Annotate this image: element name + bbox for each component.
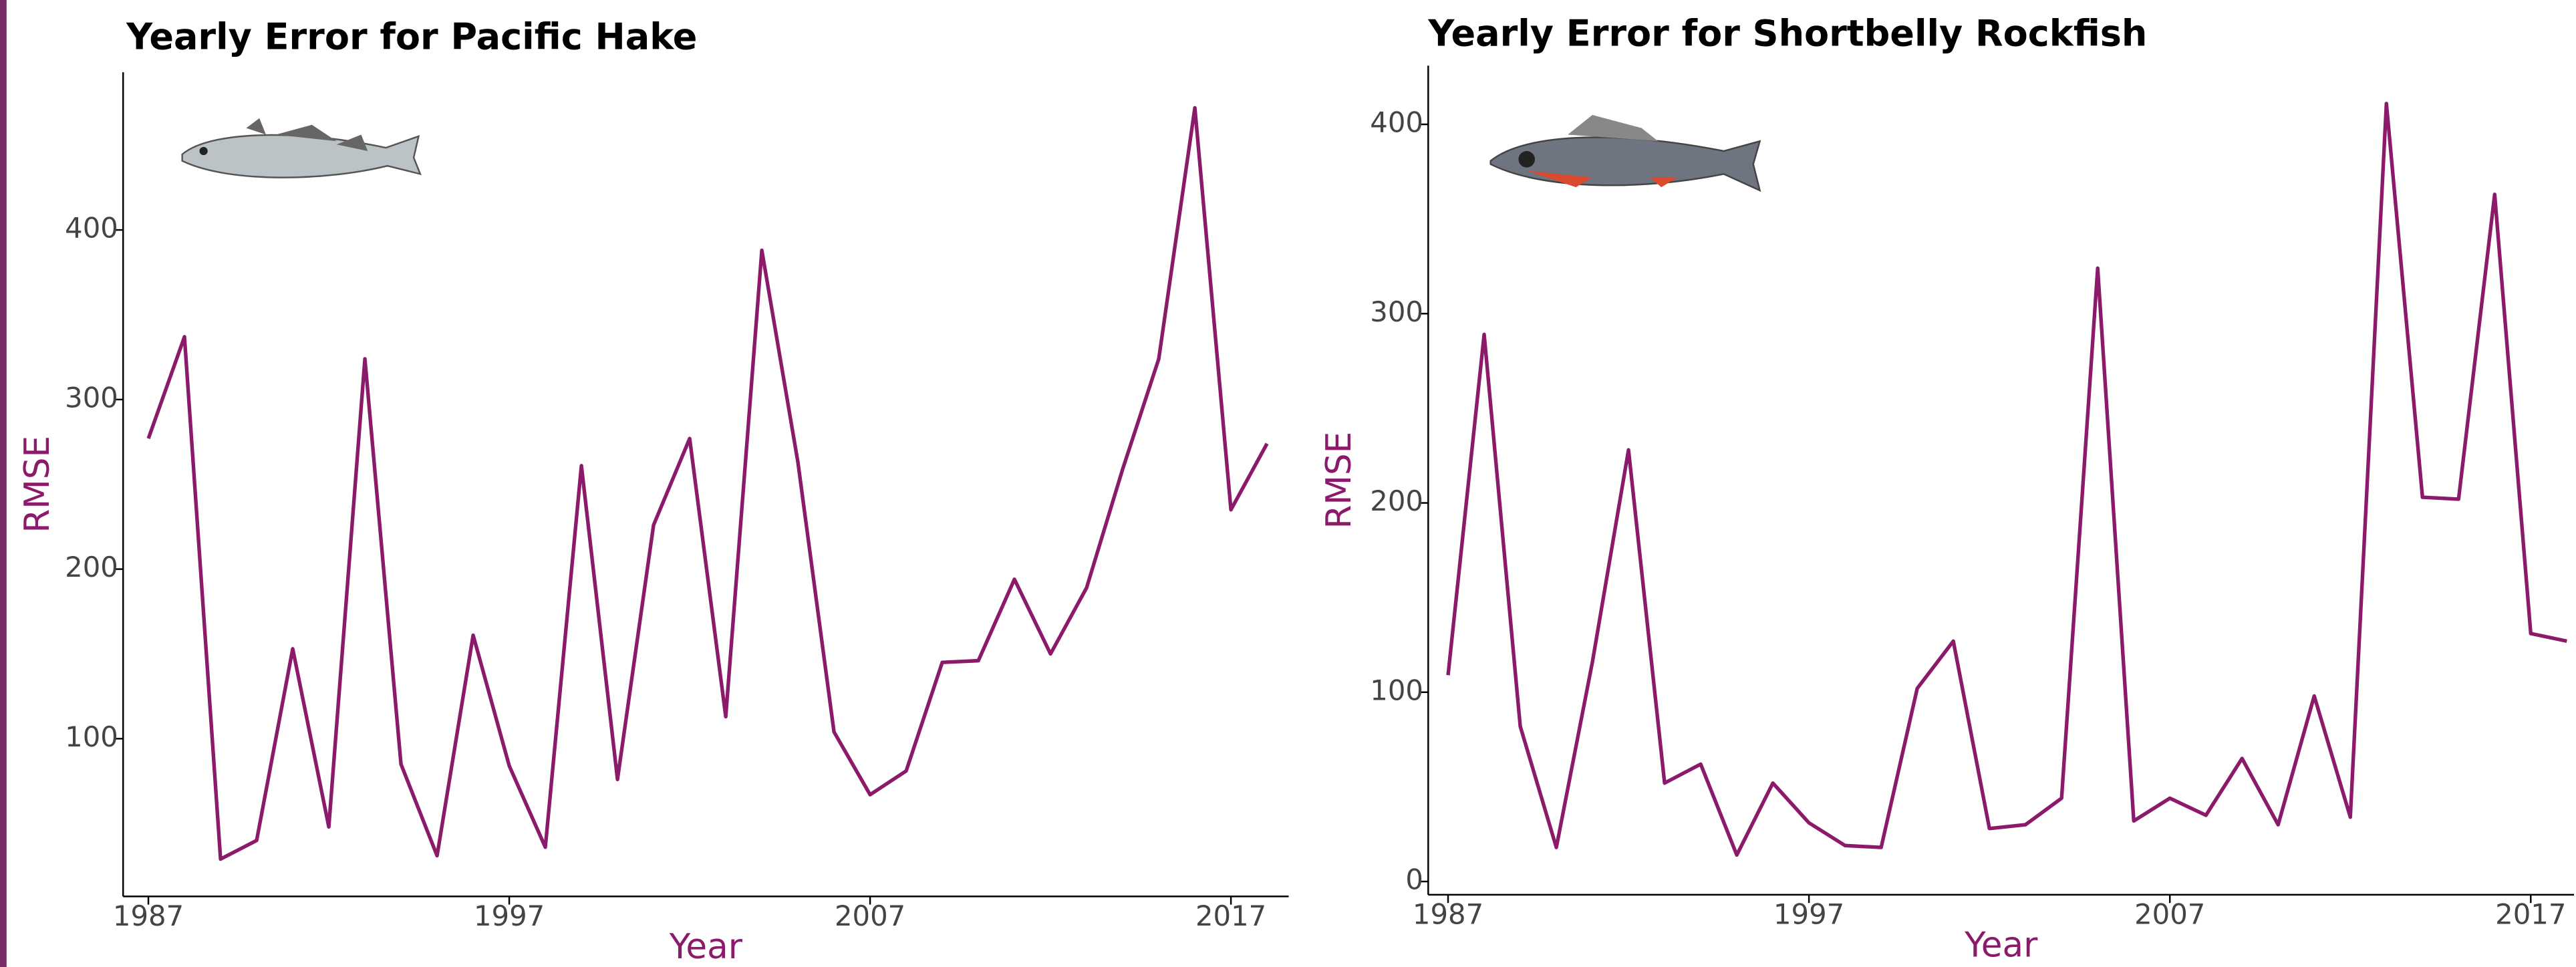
x-tick-label: 2007 (2134, 897, 2205, 930)
x-tick-label: 2007 (835, 900, 905, 932)
y-tick-label: 200 (1370, 485, 1423, 517)
y-tick-label: 100 (65, 720, 118, 753)
x-tick-label: 1987 (1413, 897, 1483, 930)
x-tick-label: 1997 (474, 900, 545, 932)
y-tick-label: 400 (1370, 106, 1423, 139)
chart-title: Yearly Error for Pacific Hake (126, 16, 697, 58)
left-border (0, 0, 7, 967)
x-tick-label: 2017 (2495, 897, 2566, 930)
y-tick-label: 0 (1405, 863, 1423, 896)
rockfish-icon (1489, 114, 1761, 192)
data-line (146, 106, 1269, 861)
y-tick-label: 100 (1370, 674, 1423, 706)
y-tick-label: 300 (1370, 295, 1423, 328)
data-line (1446, 102, 2567, 857)
x-tick-label: 2017 (1195, 900, 1266, 932)
x-axis-label: Year (669, 927, 743, 967)
y-tick-label: 200 (65, 551, 118, 583)
y-axis-label: RMSE (1319, 432, 1359, 529)
y-tick-label: 300 (65, 381, 118, 414)
chart-title: Yearly Error for Shortbelly Rockfish (1427, 13, 2147, 55)
hake-icon (181, 118, 422, 178)
y-axis-label: RMSE (17, 436, 57, 533)
y-tick-label: 400 (65, 212, 118, 245)
x-axis-label: Year (1964, 926, 2038, 966)
x-tick-label: 1987 (113, 900, 184, 932)
x-tick-label: 1997 (1773, 897, 1844, 930)
